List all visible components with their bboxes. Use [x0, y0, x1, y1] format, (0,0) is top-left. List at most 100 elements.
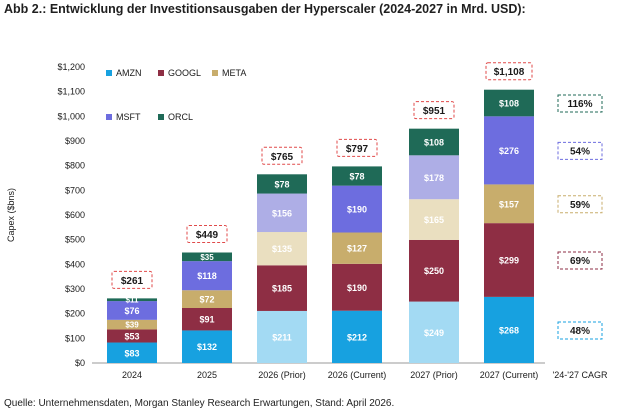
bar-segment-googl [107, 329, 157, 343]
cagr-box [557, 251, 603, 270]
bar-data-label: $53 [124, 331, 139, 341]
x-tick-label: 2027 (Current) [480, 370, 539, 380]
x-tick-label: 2024 [122, 370, 142, 380]
bar-segment-msft [332, 185, 382, 233]
y-tick-label: $500 [65, 235, 85, 245]
total-box [336, 138, 378, 157]
cagr-value: 54% [570, 146, 590, 157]
total-label: $951 [423, 106, 446, 117]
bar-segment-googl [182, 307, 232, 331]
total-box [111, 270, 153, 289]
y-tick-label: $900 [65, 136, 85, 146]
legend-swatch [106, 70, 112, 76]
bar-data-label: $78 [274, 179, 289, 189]
y-tick-label: $400 [65, 259, 85, 269]
bar-segment-msft [107, 301, 157, 320]
total-label: $261 [121, 276, 144, 287]
bar-segment-meta [257, 232, 307, 266]
y-tick-label: $1,100 [57, 87, 85, 97]
bar-data-label: $156 [272, 208, 292, 218]
legend-swatch [158, 114, 164, 120]
total-label: $797 [346, 144, 369, 155]
legend-label: MSFT [116, 112, 141, 122]
bar-data-label: $250 [424, 266, 444, 276]
x-tick-label: 2027 (Prior) [410, 370, 458, 380]
bar-segment-amzn [484, 296, 534, 363]
legend-label: GOOGL [168, 68, 201, 78]
bar-segment-msft [257, 193, 307, 233]
y-tick-label: $1,200 [57, 62, 85, 72]
bar-data-label: $165 [424, 215, 444, 225]
y-tick-label: $600 [65, 210, 85, 220]
bar-data-label: $108 [424, 137, 444, 147]
y-tick-label: $1,000 [57, 111, 85, 121]
bar-segment-msft [182, 261, 232, 291]
bar-segment-googl [409, 239, 459, 302]
y-tick-label: $300 [65, 284, 85, 294]
bar-segment-meta [484, 184, 534, 224]
bar-segment-orcl [182, 252, 232, 262]
bar-segment-orcl [257, 174, 307, 194]
bar-data-label: $212 [347, 332, 367, 342]
bar-segment-meta [332, 232, 382, 264]
bar-data-label: $299 [499, 256, 519, 266]
x-tick-label: 2026 (Prior) [258, 370, 306, 380]
y-tick-label: $800 [65, 161, 85, 171]
bar-segment-orcl [332, 166, 382, 186]
x-tick-label: 2025 [197, 370, 217, 380]
y-tick-label: $100 [65, 333, 85, 343]
bar-segment-msft [409, 155, 459, 200]
legend-swatch [212, 70, 218, 76]
bar-data-label: $268 [499, 325, 519, 335]
bar-segment-googl [257, 265, 307, 311]
bar-data-label: $135 [272, 244, 292, 254]
bar-segment-googl [484, 223, 534, 297]
cagr-value: 69% [570, 256, 590, 267]
bar-data-label: $118 [197, 271, 217, 281]
total-label: $1,108 [494, 67, 525, 78]
bar-data-label: $190 [347, 283, 367, 293]
bar-segment-amzn [257, 310, 307, 363]
bar-segment-googl [332, 263, 382, 311]
y-tick-label: $700 [65, 185, 85, 195]
figure-source: Quelle: Unternehmensdaten, Morgan Stanle… [4, 398, 395, 409]
total-box [485, 62, 533, 81]
bar-data-label: $178 [424, 173, 444, 183]
cagr-value: 116% [567, 99, 592, 110]
bar-segment-meta [107, 319, 157, 330]
bar-segment-orcl [107, 298, 157, 302]
total-box [413, 101, 455, 120]
total-box [186, 224, 228, 243]
cagr-box [557, 94, 603, 113]
total-box [261, 146, 303, 165]
cagr-box [557, 195, 603, 214]
bar-segment-msft [484, 116, 534, 185]
total-label: $765 [271, 152, 294, 163]
cagr-value: 48% [570, 326, 590, 337]
bar-data-label: $11 [126, 296, 139, 305]
bar-data-label: $132 [197, 342, 217, 352]
bar-data-label: $276 [499, 146, 519, 156]
x-tick-label: 2026 (Current) [328, 370, 387, 380]
total-label: $449 [196, 230, 219, 241]
bar-segment-orcl [484, 89, 534, 117]
cagr-value: 59% [570, 200, 590, 211]
legend-swatch [158, 70, 164, 76]
bar-segment-amzn [107, 342, 157, 363]
cagr-box [557, 321, 603, 340]
figure-title: Abb 2.: Entwicklung der Investitionsausg… [4, 2, 526, 16]
bar-data-label: $78 [349, 172, 364, 182]
bar-data-label: $157 [499, 199, 519, 209]
legend-swatch [106, 114, 112, 120]
bar-data-label: $76 [124, 306, 139, 316]
bar-segment-meta [182, 290, 232, 308]
bar-data-label: $249 [424, 328, 444, 338]
bar-segment-amzn [332, 310, 382, 363]
bar-segment-amzn [409, 301, 459, 363]
bar-data-label: $39 [125, 321, 139, 330]
bar-data-label: $190 [347, 205, 367, 215]
bar-segment-meta [409, 199, 459, 240]
bar-data-label: $72 [199, 295, 214, 305]
y-axis-label: Capex ($bns) [6, 188, 16, 242]
